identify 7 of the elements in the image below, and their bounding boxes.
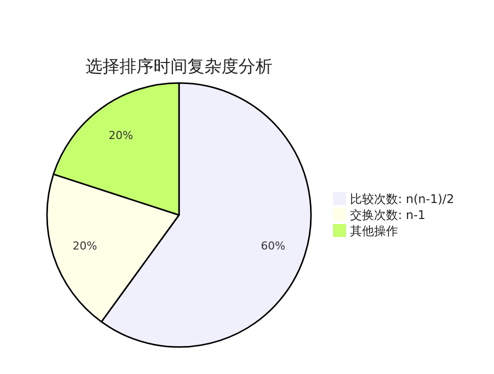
chart-title: 选择排序时间复杂度分析 (86, 57, 272, 77)
data-label: 20% (108, 128, 134, 142)
data-label: 60% (260, 240, 286, 253)
legend-label: 交换次数: n-1 (350, 208, 426, 222)
data-label: 20% (72, 240, 98, 253)
slice-label: 比较次数: n(n-1)/2 (350, 192, 454, 206)
legend-label: 其他操作 (350, 224, 398, 238)
